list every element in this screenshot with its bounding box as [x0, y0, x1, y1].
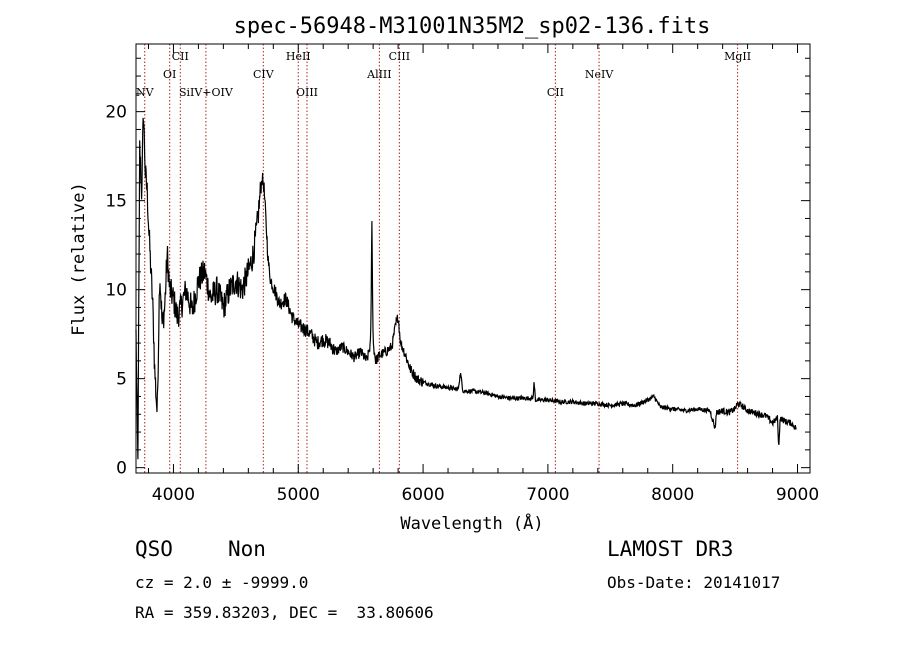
- emission-line-labels: NV OI CII SiIV+OIV CIV HeII OIII AlIII CIII CII Ne…: [136, 50, 751, 99]
- object-class: QSO: [135, 537, 173, 561]
- emission-line-label: OIII: [296, 86, 318, 99]
- x-axis-label: Wavelength (Å): [400, 512, 543, 534]
- emission-line-label: MgII: [724, 50, 751, 63]
- emission-line-label: HeII: [286, 50, 311, 63]
- x-tick-label: 9000: [776, 485, 819, 505]
- redshift-text: cz = 2.0 ± -9999.0: [135, 573, 309, 592]
- y-axis-label: Flux (relative): [69, 182, 89, 336]
- emission-line-label: CIII: [389, 50, 410, 63]
- x-tick-label: 7000: [526, 485, 569, 505]
- y-axis-ticks: 0 5 10 15 20: [105, 57, 810, 479]
- y-tick-label: 10: [105, 281, 127, 301]
- x-axis-ticks: 4000 5000 6000 7000 8000 9000: [147, 44, 819, 505]
- emission-line-label: AlIII: [366, 68, 392, 81]
- emission-line-label: NeIV: [585, 68, 614, 81]
- object-subclass: Non: [228, 537, 266, 561]
- y-tick-label: 0: [116, 459, 127, 479]
- y-tick-label: 15: [105, 192, 127, 212]
- spectrum-chart: spec-56948-M31001N35M2_sp02-136.fits NV O…: [69, 14, 819, 534]
- emission-line-label: SiIV+OIV: [179, 86, 234, 99]
- emission-line-label: CIV: [253, 68, 275, 81]
- x-tick-label: 8000: [651, 485, 694, 505]
- y-tick-label: 20: [105, 103, 127, 123]
- obs-date: Obs-Date: 20141017: [607, 573, 781, 592]
- emission-line-markers: [144, 44, 739, 473]
- x-tick-label: 4000: [152, 485, 195, 505]
- y-tick-label: 5: [116, 370, 127, 390]
- emission-line-label: OI: [163, 68, 176, 81]
- emission-line-label: CII: [547, 86, 564, 99]
- emission-line-label: NV: [136, 86, 155, 99]
- x-tick-label: 6000: [401, 485, 444, 505]
- chart-title: spec-56948-M31001N35M2_sp02-136.fits: [234, 14, 711, 39]
- spectrum-line: [135, 117, 797, 460]
- plot-frame: [135, 43, 811, 474]
- survey-label: LAMOST DR3: [607, 537, 734, 561]
- coordinates-text: RA = 359.83203, DEC = 33.80606: [135, 603, 434, 622]
- x-tick-label: 5000: [277, 485, 320, 505]
- emission-line-label: CII: [172, 50, 189, 63]
